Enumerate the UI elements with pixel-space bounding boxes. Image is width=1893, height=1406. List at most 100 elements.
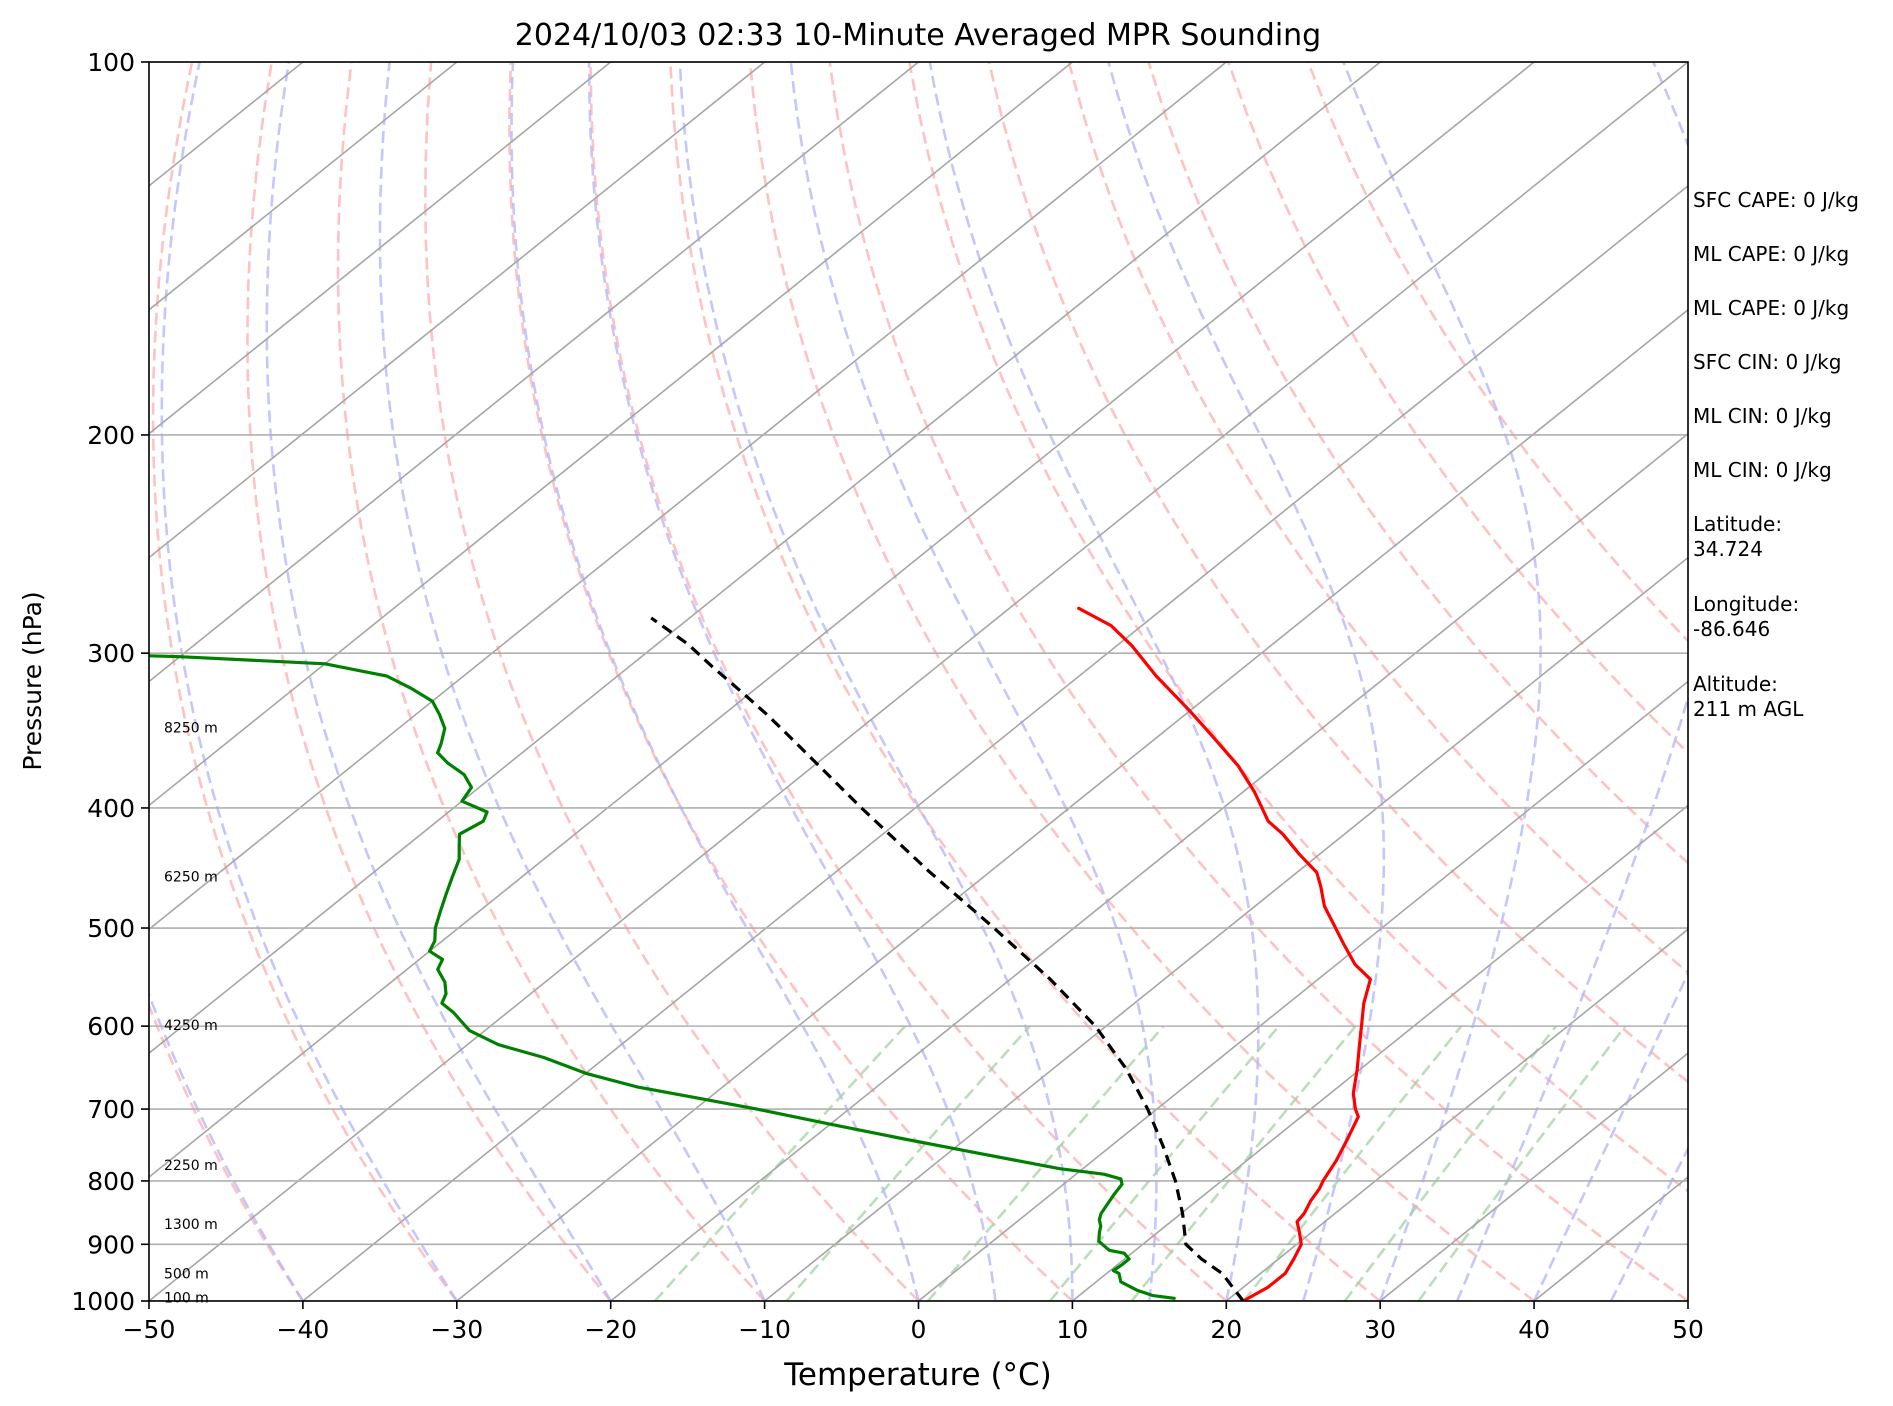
isotherm-line [302,184,1688,1301]
dry-adiabat-line [1067,62,1688,975]
ml-cin-text: ML CIN: 0 J/kg [1693,404,1832,428]
isotherm-line [149,62,920,683]
dry-adiabat-line [908,62,1688,1193]
latitude-block: Latitude: 34.724 [1693,512,1883,592]
x-tick-label: −50 [123,1315,176,1344]
dry-adiabat-line [151,62,458,1301]
y-tick-label: 100 [87,48,135,77]
dry-adiabat-line [589,62,1228,1301]
height-label: 500 m [164,1267,209,1283]
dry-adiabat-line [423,62,920,1301]
ml-cape-text-2: ML CAPE: 0 J/kg [1693,296,1850,320]
isotherm-line [917,680,1688,1301]
isotherm-line [149,62,1381,1055]
dry-adiabat-line [336,62,766,1301]
sfc-cin-text: SFC CIN: 0 J/kg [1693,350,1842,374]
parcel-profile-line [650,616,1245,1301]
height-labels: 100 m 500 m 1300 m 2250 m 4250 m 6250 m 8250 m [164,720,218,1306]
dry-adiabat-line [508,62,1074,1301]
moist-adiabat-line [1107,62,1386,1301]
y-tick-label: 400 [87,794,135,823]
x-tick-label: 50 [1672,1315,1704,1344]
y-tick-label: 1000 [71,1287,135,1316]
y-tick-label: 600 [87,1012,135,1041]
dry-adiabat-line [987,62,1688,1084]
background-lines [149,62,1688,1301]
isotherm-line [1379,1052,1688,1301]
temperature-line [1077,606,1372,1301]
isotherm-line [149,62,1535,1179]
altitude-value: 211 m AGL [1693,697,1804,721]
x-tick-label: 40 [1518,1315,1550,1344]
moist-adiabat-line [678,62,1074,1301]
isotherm-line [149,62,766,559]
y-axis-ticks: 100 200 300 400 500 600 700 800 900 1000 [71,48,149,1316]
height-label: 100 m [164,1290,209,1306]
y-axis-label: Pressure (hPa) [18,591,47,770]
height-label: 6250 m [164,869,218,885]
altitude-label: Altitude: [1693,672,1778,696]
x-tick-label: 0 [911,1315,927,1344]
moist-adiabat-line [160,62,458,1301]
dry-adiabat-line [1227,62,1688,755]
isotherm-line [764,556,1688,1301]
y-tick-label: 700 [87,1095,135,1124]
x-tick-label: 10 [1056,1315,1088,1344]
dry-adiabat-line [246,62,612,1301]
dry-adiabat-line [748,62,1535,1301]
moist-adiabat-line [510,62,920,1301]
dry-adiabat-line [828,62,1688,1301]
x-tick-label: −10 [738,1315,791,1344]
ml-cin-text-2: ML CIN: 0 J/kg [1693,458,1832,482]
longitude-block: Longitude: -86.646 [1693,592,1883,672]
mixing-ratio-line [785,1025,1031,1301]
moist-adiabat-line [587,62,997,1301]
moist-adiabat-line [1609,1145,1688,1301]
height-label: 8250 m [164,720,218,736]
moist-adiabat-line [265,62,612,1301]
moist-adiabat-line [149,991,305,1301]
moist-adiabat-line [789,62,1158,1301]
moist-adiabat-line [1455,62,1688,1301]
dewpoint-line [149,654,1176,1300]
sfc-cape-text: SFC CAPE: 0 J/kg [1693,188,1859,212]
x-axis-label: Temperature (°C) [783,1357,1052,1393]
y-tick-label: 900 [87,1230,135,1259]
longitude-value: -86.646 [1693,617,1771,641]
moist-adiabat-line [378,62,766,1301]
y-tick-label: 200 [87,421,135,450]
x-tick-label: −20 [584,1315,637,1344]
isotherm-line [1225,928,1688,1301]
y-tick-label: 300 [87,639,135,668]
moist-adiabat-line [1532,970,1688,1301]
y-tick-label: 500 [87,914,135,943]
ml-cape-text: ML CAPE: 0 J/kg [1693,242,1850,266]
height-label: 4250 m [164,1018,218,1034]
x-tick-label: −40 [277,1315,330,1344]
isotherm-line [149,62,612,435]
mixing-ratio-line [653,1025,907,1301]
chart-title: 2024/10/03 02:33 10-Minute Averaged MPR … [515,18,1321,53]
info-panel: SFC CAPE: 0 J/kg ML CAPE: 0 J/kg ML CAPE… [1693,188,1883,752]
dry-adiabat-line [1147,62,1688,865]
x-tick-label: 20 [1210,1315,1242,1344]
x-tick-label: −30 [430,1315,483,1344]
height-label: 1300 m [164,1217,218,1233]
sounding-series [149,606,1372,1301]
latitude-value: 34.724 [1693,537,1763,561]
y-tick-label: 800 [87,1167,135,1196]
x-axis-ticks: −50 −40 −30 −20 −10 0 10 20 30 40 50 [123,1301,1704,1344]
isotherm-line [149,62,1073,807]
isotherm-line [149,62,1227,931]
altitude-block: Altitude: 211 m AGL [1693,672,1883,752]
x-tick-label: 30 [1364,1315,1396,1344]
dry-adiabat-line [669,62,1382,1301]
isotherm-line [456,308,1688,1301]
isotherm-line [1071,804,1688,1301]
latitude-label: Latitude: [1693,512,1783,536]
isotherm-line [149,62,458,311]
longitude-label: Longitude: [1693,592,1800,616]
height-label: 2250 m [164,1158,218,1174]
isotherm-line [149,62,1688,1301]
